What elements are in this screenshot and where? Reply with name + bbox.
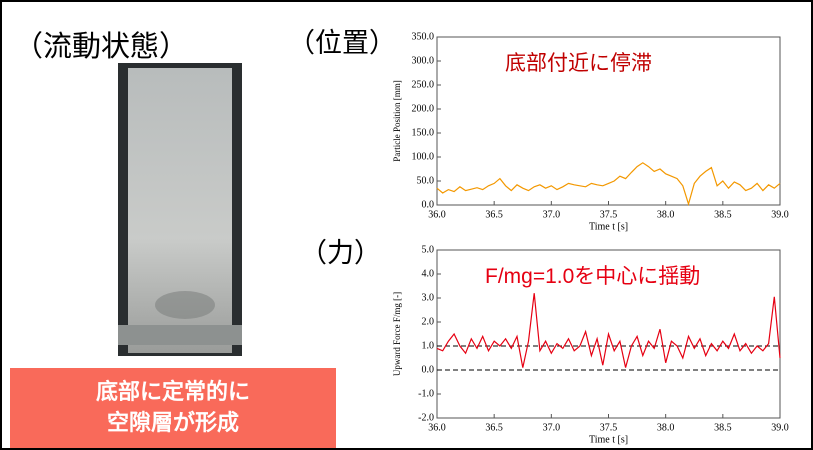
x-axis-label: Time t [s] [589, 434, 628, 445]
y-tick-label: 250.0 [412, 79, 435, 90]
slide: （流動状態） （位置） （力） 底部に定常的に 空隙層が形成 0.0 50.0 10… [0, 0, 813, 450]
y-axis-label: Upward Force F/mg [-] [392, 292, 402, 376]
photo [118, 63, 242, 356]
caption: 底部に定常的に [96, 379, 250, 404]
y-tick-label: -1.0 [418, 388, 434, 399]
y-tick-label: 200.0 [412, 103, 435, 114]
x-tick-label: 37.5 [600, 209, 618, 220]
x-tick-label: 38.0 [657, 422, 675, 433]
y-tick-label: 100.0 [412, 151, 435, 162]
x-tick-label: 37.5 [600, 422, 618, 433]
x-tick-label: 37.0 [543, 209, 561, 220]
y-tick-label: 300.0 [412, 55, 435, 66]
x-tick-label: 36.5 [485, 209, 503, 220]
y-tick-label: 50.0 [417, 175, 435, 186]
section-label: （流動状態） [14, 30, 188, 63]
x-axis-label: Time t [s] [589, 221, 628, 232]
x-tick-label: 38.5 [714, 209, 732, 220]
x-tick-label: 37.0 [543, 422, 561, 433]
y-tick-label: 4.0 [422, 268, 435, 279]
x-tick-label: 36.0 [428, 209, 446, 220]
section-label: （力） [300, 238, 381, 268]
x-tick-label: 36.0 [428, 422, 446, 433]
y-tick-label: 5.0 [422, 244, 435, 255]
x-tick-label: 39.0 [771, 422, 789, 433]
annotation: F/mg=1.0を中心に揺動 [485, 265, 700, 288]
y-axis-label: Particle Position [mm] [392, 80, 402, 162]
y-tick-label: 150.0 [412, 127, 435, 138]
y-tick-label: 0.0 [422, 364, 435, 375]
y-tick-label: 1.0 [422, 340, 435, 351]
section-label: （位置） [288, 28, 396, 58]
x-tick-label: 38.0 [657, 209, 675, 220]
annotation: 底部付近に停滞 [505, 52, 652, 75]
y-tick-label: 2.0 [422, 316, 435, 327]
x-tick-label: 39.0 [771, 209, 789, 220]
x-tick-label: 38.5 [714, 422, 732, 433]
x-tick-label: 36.5 [485, 422, 503, 433]
y-tick-label: 3.0 [422, 292, 435, 303]
caption: 空隙層が形成 [107, 410, 239, 435]
y-tick-label: 350.0 [412, 31, 435, 42]
